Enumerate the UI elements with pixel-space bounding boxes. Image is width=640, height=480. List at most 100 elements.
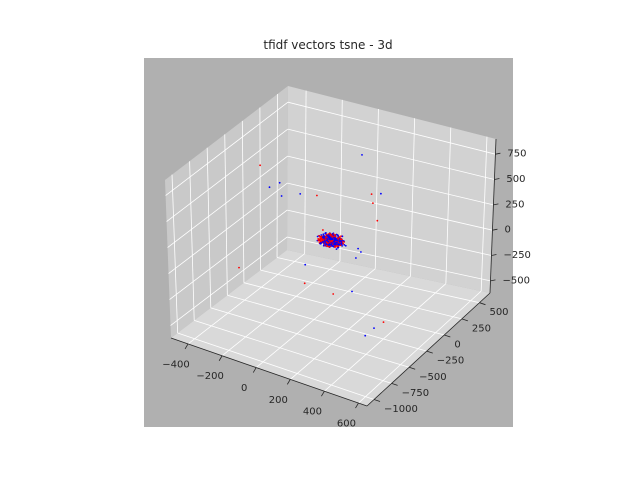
z-tick-label: 0 — [504, 225, 510, 236]
y-tick-mark — [479, 302, 486, 306]
cluster-point — [324, 232, 327, 235]
y-tick-mark — [461, 318, 469, 322]
pane-yz — [165, 86, 288, 338]
cluster-point — [341, 235, 344, 238]
cluster-point — [343, 244, 346, 246]
pane-xy — [171, 250, 490, 406]
grid-line-x-back — [304, 90, 307, 254]
data-point — [370, 193, 373, 196]
z-tick-mark — [493, 203, 499, 206]
cluster-point — [324, 240, 326, 243]
data-point — [380, 192, 382, 195]
data-point — [238, 266, 240, 269]
z-tick-label: 250 — [505, 199, 524, 210]
cluster-point — [319, 240, 322, 243]
cluster-point — [322, 240, 324, 243]
cluster-point — [329, 240, 332, 243]
grid-line-z-side — [170, 236, 288, 326]
cluster-point — [322, 244, 325, 247]
cluster-point — [326, 238, 329, 241]
z-axis-line — [489, 138, 497, 294]
data-point — [376, 219, 379, 222]
data-point — [316, 194, 318, 197]
grid-line-z-side — [166, 128, 288, 222]
cluster-point — [340, 240, 343, 243]
y-tick-label: 250 — [472, 323, 491, 334]
grid-line-z-back — [287, 209, 492, 256]
x-tick-mark — [252, 367, 257, 373]
x-tick-mark — [218, 355, 223, 361]
grid-line-x-back — [374, 109, 379, 269]
y-tick-mark — [391, 383, 398, 386]
x-tick-label: −400 — [162, 359, 189, 370]
grid-line-y-side — [259, 107, 261, 271]
y-tick-label: −1000 — [384, 404, 418, 415]
grid-line-x-floor — [221, 260, 341, 357]
cluster-point — [331, 242, 333, 244]
cluster-point — [323, 237, 325, 240]
cluster-point — [322, 229, 324, 231]
data-point — [373, 327, 375, 329]
cluster-point — [328, 235, 331, 238]
chart-title: tfidf vectors tsne - 3d — [263, 38, 392, 52]
cluster-point — [322, 233, 325, 236]
data-point — [303, 282, 306, 285]
grid-line-x-back — [339, 99, 343, 262]
data-point — [382, 321, 385, 323]
cluster-point — [340, 238, 343, 241]
y-tick-label: 500 — [489, 307, 508, 318]
cluster-point — [333, 242, 336, 245]
cluster-point — [331, 238, 333, 241]
cluster-point — [334, 234, 337, 236]
cluster-point — [336, 239, 338, 242]
cluster-point — [325, 243, 327, 246]
data-point — [278, 181, 281, 184]
grid-line-z-side — [168, 182, 288, 274]
data-point — [360, 251, 362, 253]
cluster-point — [338, 236, 341, 239]
cluster-point — [337, 237, 340, 240]
data-point — [364, 334, 367, 337]
cluster-point — [318, 235, 320, 237]
z-tick-label: 500 — [506, 174, 525, 185]
cluster-point — [342, 242, 344, 245]
cluster-point — [344, 244, 347, 247]
grid-line-x-floor — [324, 283, 447, 392]
z-tick-mark — [494, 178, 500, 180]
cluster-point — [320, 241, 322, 244]
grid-line-y-floor — [177, 332, 375, 400]
cluster-point — [336, 241, 338, 244]
cluster-point — [341, 240, 344, 243]
data-point — [299, 193, 302, 195]
data-point — [361, 154, 363, 156]
cluster-point — [340, 235, 342, 238]
data-point — [372, 202, 374, 205]
z-tick-mark — [492, 228, 498, 231]
grid-line-y-side — [171, 174, 179, 333]
cluster-point — [331, 233, 334, 235]
grid-line-y-floor — [243, 282, 445, 336]
grid-line-y-floor — [227, 294, 427, 352]
grid-line-x-back — [445, 127, 452, 284]
cluster-point — [317, 239, 320, 242]
y-tick-mark — [444, 334, 451, 338]
grid-line-x-back — [480, 136, 488, 292]
grid-line-z-side — [169, 209, 288, 300]
x-tick-label: 400 — [303, 407, 322, 418]
grid-line-y-floor — [260, 269, 462, 320]
grid-line-x-back — [410, 118, 416, 277]
cluster-point — [333, 236, 335, 239]
cluster-point — [326, 234, 329, 237]
grid-line-y-side — [224, 134, 228, 296]
cluster-point — [326, 245, 329, 247]
grid-line-y-floor — [210, 307, 410, 368]
y-axis-line — [366, 292, 491, 407]
cluster-point — [327, 240, 330, 243]
x-tick-label: 0 — [241, 383, 247, 394]
scatter-points — [238, 154, 385, 337]
cluster-point — [325, 236, 328, 239]
data-point — [351, 290, 353, 293]
grid-lines — [165, 90, 496, 404]
x-tick-label: 600 — [337, 419, 356, 430]
